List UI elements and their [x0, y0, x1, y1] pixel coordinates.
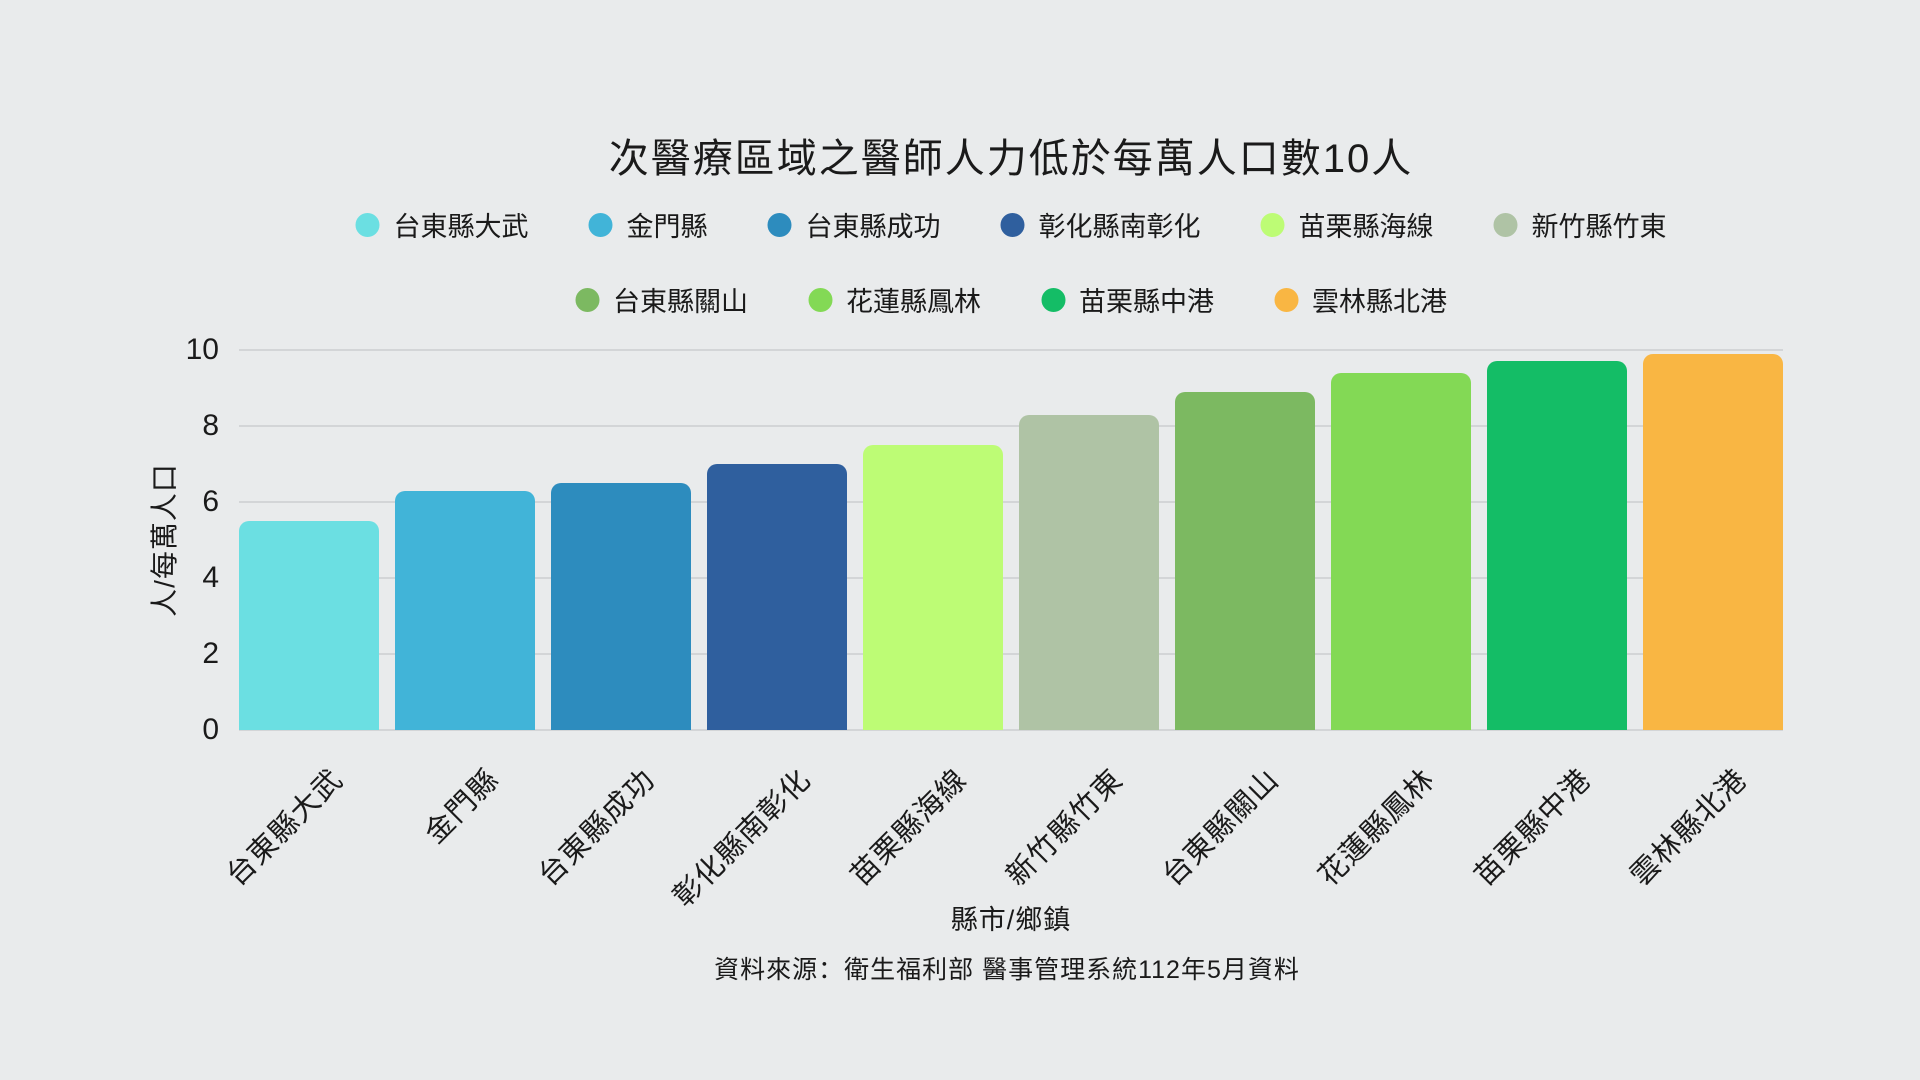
legend-label: 苗栗縣中港 [1079, 287, 1214, 317]
legend-swatch-icon [575, 287, 599, 312]
gridline [239, 577, 1783, 579]
x-tick-label: 雲林縣北港 [1624, 763, 1754, 893]
x-tick-label: 苗栗縣中港 [1468, 763, 1598, 893]
legend-item: 彰化縣南彰化 [1000, 205, 1201, 244]
x-axis-title: 縣市/鄉鎮 [950, 905, 1072, 935]
chart-title: 次醫療區域之醫師人力低於每萬人口數10人 [608, 137, 1414, 181]
legend-label: 雲林縣北港 [1312, 287, 1447, 317]
legend-swatch-icon [1000, 212, 1025, 237]
source-note: 資料來源：衛生福利部 醫事管理系統112年5月資料 [714, 956, 1300, 984]
y-tick-label: 10 [185, 333, 219, 366]
y-axis-title: 人/每萬人口 [149, 463, 180, 617]
legend-label: 金門縣 [626, 212, 708, 242]
bar [863, 445, 1003, 730]
legend-item: 苗栗縣中港 [1041, 280, 1214, 319]
gridline [239, 729, 1783, 731]
x-tick-label: 彰化縣南彰化 [667, 763, 818, 914]
legend-item: 花蓮縣鳳林 [808, 280, 981, 319]
legend-label: 花蓮縣鳳林 [846, 287, 981, 317]
legend-swatch-icon [1260, 212, 1285, 237]
bar [1175, 391, 1315, 730]
legend-label: 彰化縣南彰化 [1038, 212, 1201, 242]
bar [239, 521, 379, 730]
y-tick-label: 0 [202, 713, 219, 746]
x-tick-label: 新竹縣竹東 [1000, 763, 1130, 893]
legend-label: 台東縣大武 [393, 212, 529, 242]
x-tick-label: 台東縣關山 [1156, 763, 1286, 893]
legend-item: 台東縣大武 [355, 205, 529, 244]
legend-item: 台東縣關山 [575, 280, 748, 319]
gridline [239, 425, 1783, 427]
legend-row: 台東縣大武 金門縣 台東縣成功 彰化縣南彰化 苗栗縣海線 新竹縣竹東 [355, 205, 1667, 244]
bar [1331, 372, 1471, 730]
legend-swatch-icon [1041, 287, 1065, 312]
bar [551, 483, 691, 730]
legend-swatch-icon [808, 287, 832, 312]
gridline [239, 653, 1783, 655]
legend-label: 台東縣成功 [805, 212, 941, 242]
legend-swatch-icon [1274, 287, 1298, 312]
legend: 台東縣大武 金門縣 台東縣成功 彰化縣南彰化 苗栗縣海線 新竹縣竹東台東縣關山 花蓮縣鳳林 苗… [355, 205, 1667, 319]
x-tick-label: 苗栗縣海線 [844, 763, 974, 893]
y-tick-label: 6 [202, 485, 219, 518]
legend-swatch-icon [355, 212, 380, 237]
x-tick-label: 台東縣大武 [220, 763, 350, 893]
bar [1643, 353, 1783, 730]
legend-swatch-icon [588, 212, 613, 237]
legend-swatch-icon [1493, 212, 1518, 237]
x-tick-label: 金門縣 [419, 763, 506, 850]
gridline [239, 349, 1783, 351]
gridline [239, 501, 1783, 503]
legend-item: 台東縣成功 [767, 205, 941, 244]
legend-item: 雲林縣北港 [1274, 280, 1447, 319]
legend-item: 金門縣 [588, 205, 708, 244]
legend-swatch-icon [767, 212, 792, 237]
y-tick-label: 2 [202, 637, 219, 670]
legend-item: 苗栗縣海線 [1260, 205, 1434, 244]
bar [1487, 361, 1627, 730]
y-tick-label: 4 [202, 561, 219, 594]
legend-row: 台東縣關山 花蓮縣鳳林 苗栗縣中港 雲林縣北港 [575, 280, 1447, 319]
x-tick-label: 台東縣成功 [532, 763, 662, 893]
legend-label: 台東縣關山 [613, 287, 748, 317]
legend-label: 苗栗縣海線 [1298, 212, 1434, 242]
legend-label: 新竹縣竹東 [1531, 212, 1667, 242]
bar [395, 490, 535, 730]
x-tick-label: 花蓮縣鳳林 [1312, 763, 1442, 893]
bar [707, 464, 847, 730]
y-tick-label: 8 [202, 409, 219, 442]
plot-area: 0 2 4 6 8 10 台東縣大武 金門縣 台東縣成功 彰化縣南彰化 苗栗縣海線 新竹縣竹東 台東縣關… [186, 333, 1783, 914]
bar [1019, 414, 1159, 730]
legend-item: 新竹縣竹東 [1493, 205, 1667, 244]
